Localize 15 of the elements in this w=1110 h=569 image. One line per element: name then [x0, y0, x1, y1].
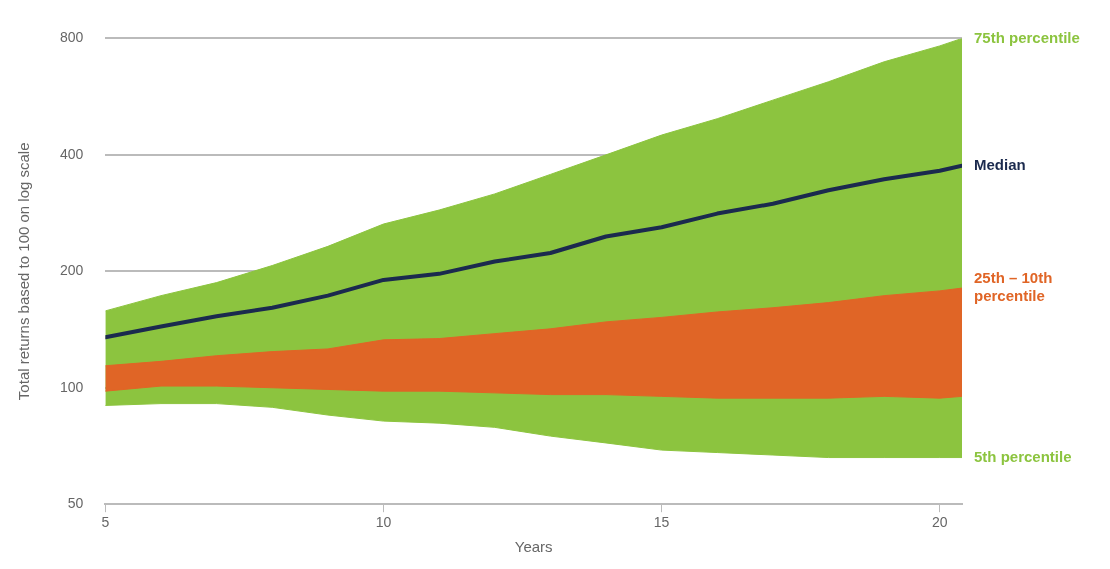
series-label: 5th percentile [974, 447, 1072, 465]
series-label: Median [974, 155, 1026, 173]
y-axis-title: Total returns based to 100 on log scale [15, 142, 33, 401]
y-tick-label: 400 [60, 145, 84, 162]
y-tick-label: 50 [67, 495, 84, 512]
y-tick-label: 100 [60, 378, 84, 395]
series-label: 75th percentile [974, 28, 1080, 46]
series-label: 25th – 10th percentile [974, 269, 1053, 305]
y-tick-label: 800 [60, 29, 84, 46]
y-tick-label: 200 [60, 262, 84, 279]
x-tick-label: 20 [931, 514, 948, 531]
x-tick-label: 15 [653, 514, 670, 531]
x-axis-title: Years [514, 538, 553, 556]
x-tick-label: 5 [101, 514, 110, 531]
x-tick-label: 10 [375, 514, 392, 531]
